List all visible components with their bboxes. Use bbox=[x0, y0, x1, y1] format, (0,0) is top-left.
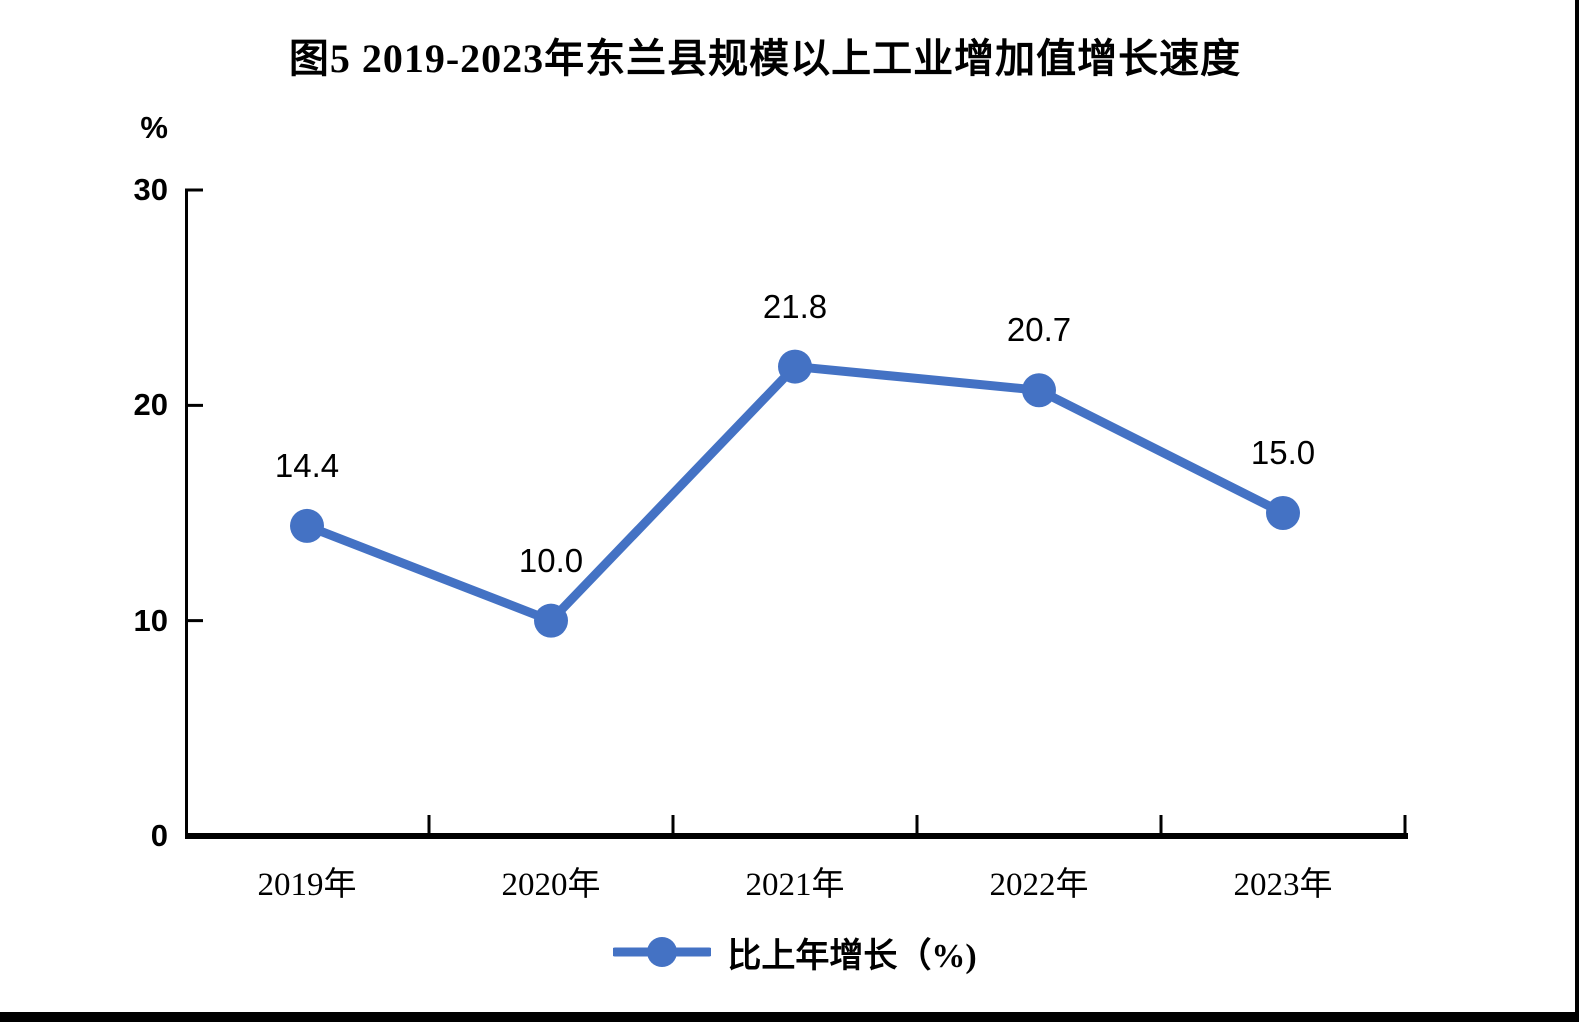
x-axis-tick-label: 2020年 bbox=[501, 867, 601, 903]
data-point-marker[interactable] bbox=[290, 508, 324, 543]
data-label: 21.8 bbox=[762, 287, 828, 325]
x-axis-tick-label: 2023年 bbox=[1233, 867, 1333, 903]
chart-title: 图5 2019-2023年东兰县规模以上工业增加值增长速度 bbox=[288, 36, 1242, 81]
y-axis-tick-label: 10 bbox=[133, 602, 168, 638]
data-label: 20.7 bbox=[1006, 311, 1072, 349]
x-axis-tick-label: 2021年 bbox=[745, 867, 845, 903]
data-label: 10.0 bbox=[518, 541, 584, 579]
x-axis-tick-label: 2022年 bbox=[989, 867, 1089, 903]
legend-line-marker-icon bbox=[613, 937, 712, 967]
legend-label: 比上年增长（%) bbox=[727, 937, 977, 975]
data-point-marker[interactable] bbox=[1266, 496, 1300, 530]
data-point-marker[interactable] bbox=[1022, 373, 1056, 408]
right-border-line bbox=[1575, 0, 1579, 1022]
data-label: 14.4 bbox=[274, 446, 340, 484]
series-line bbox=[302, 362, 1288, 626]
data-label: 15.0 bbox=[1250, 434, 1316, 471]
bottom-border-line bbox=[0, 1012, 1579, 1022]
x-axis-tick-label: 2019年 bbox=[257, 867, 357, 903]
y-axis-unit-label: % bbox=[140, 110, 168, 145]
y-axis-tick-label: 20 bbox=[133, 387, 168, 423]
data-point-marker[interactable] bbox=[534, 603, 568, 638]
data-point-marker[interactable] bbox=[778, 349, 812, 384]
y-axis-tick-label: 0 bbox=[150, 818, 168, 853]
y-axis-tick-label: 30 bbox=[133, 172, 168, 207]
legend[interactable]: 比上年增长（%) bbox=[185, 924, 1405, 980]
